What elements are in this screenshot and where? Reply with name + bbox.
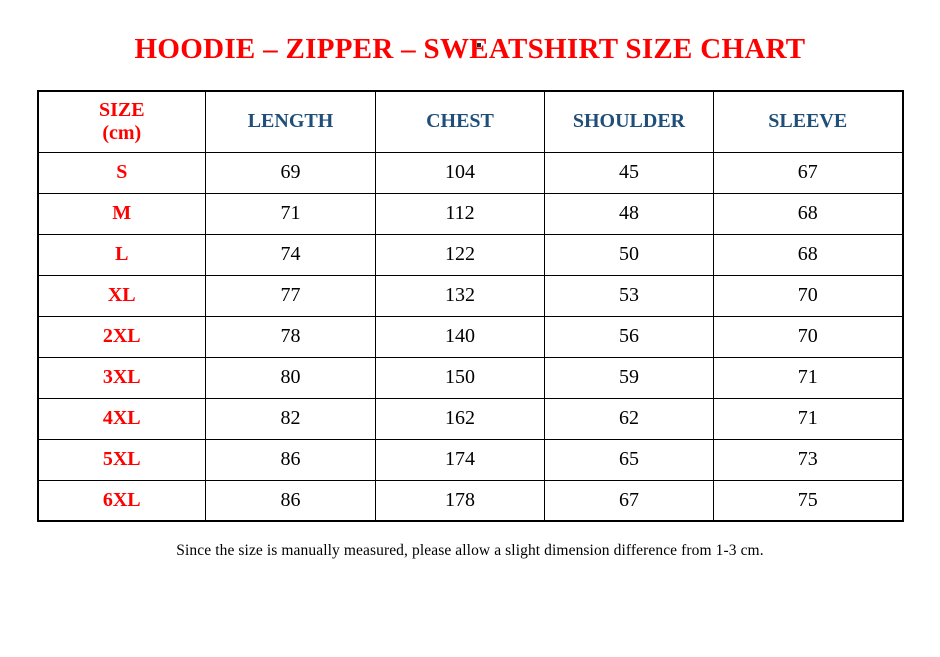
header-chest: CHEST bbox=[375, 90, 545, 153]
measurement-cell: 178 bbox=[375, 479, 545, 522]
size-chart-table: SIZE (cm) LENGTH CHEST SHOULDER SLEEVE S… bbox=[36, 89, 904, 523]
table-row: XL 77 132 53 70 bbox=[37, 274, 903, 317]
header-size-cm: SIZE (cm) bbox=[37, 90, 206, 153]
size-label-cell: S bbox=[37, 151, 206, 194]
stray-mark-dot bbox=[477, 43, 481, 47]
table-row: 6XL 86 178 67 75 bbox=[37, 479, 903, 522]
measurement-cell: 71 bbox=[713, 397, 903, 440]
measurement-cell: 67 bbox=[544, 479, 714, 522]
measurement-cell: 59 bbox=[544, 356, 714, 399]
table-row: 2XL 78 140 56 70 bbox=[37, 315, 903, 358]
measurement-cell: 150 bbox=[375, 356, 545, 399]
measurement-cell: 78 bbox=[205, 315, 376, 358]
measurement-cell: 70 bbox=[713, 274, 903, 317]
header-sleeve: SLEEVE bbox=[713, 90, 903, 153]
size-label-cell: 2XL bbox=[37, 315, 206, 358]
measurement-cell: 104 bbox=[375, 151, 545, 194]
measurement-cell: 140 bbox=[375, 315, 545, 358]
table-row: 4XL 82 162 62 71 bbox=[37, 397, 903, 440]
table-header-row: SIZE (cm) LENGTH CHEST SHOULDER SLEEVE bbox=[37, 90, 903, 153]
size-label-cell: L bbox=[37, 233, 206, 276]
table-row: M 71 112 48 68 bbox=[37, 192, 903, 235]
measurement-cell: 69 bbox=[205, 151, 376, 194]
table-row: S 69 104 45 67 bbox=[37, 151, 903, 194]
size-label-cell: 4XL bbox=[37, 397, 206, 440]
table-body: S 69 104 45 67 M 71 112 48 68 L 74 122 50 68 XL 77 132 53 7… bbox=[37, 151, 903, 522]
measurement-cell: 56 bbox=[544, 315, 714, 358]
measurement-cell: 68 bbox=[713, 192, 903, 235]
measurement-cell: 162 bbox=[375, 397, 545, 440]
header-length: LENGTH bbox=[205, 90, 376, 153]
measurement-cell: 68 bbox=[713, 233, 903, 276]
measurement-cell: 65 bbox=[544, 438, 714, 481]
table-row: L 74 122 50 68 bbox=[37, 233, 903, 276]
measurement-cell: 86 bbox=[205, 438, 376, 481]
header-size-line2: (cm) bbox=[102, 121, 142, 144]
size-label-cell: 5XL bbox=[37, 438, 206, 481]
measurement-cell: 45 bbox=[544, 151, 714, 194]
measurement-cell: 71 bbox=[713, 356, 903, 399]
measurement-cell: 71 bbox=[205, 192, 376, 235]
size-chart-page: HOODIE – ZIPPER – SWEATSHIRT SIZE CHART … bbox=[0, 33, 940, 560]
measurement-cell: 67 bbox=[713, 151, 903, 194]
size-label-cell: XL bbox=[37, 274, 206, 317]
size-label-cell: 3XL bbox=[37, 356, 206, 399]
footnote: Since the size is manually measured, ple… bbox=[176, 542, 764, 560]
size-label-cell: M bbox=[37, 192, 206, 235]
measurement-cell: 50 bbox=[544, 233, 714, 276]
measurement-cell: 74 bbox=[205, 233, 376, 276]
measurement-cell: 73 bbox=[713, 438, 903, 481]
measurement-cell: 77 bbox=[205, 274, 376, 317]
measurement-cell: 53 bbox=[544, 274, 714, 317]
measurement-cell: 112 bbox=[375, 192, 545, 235]
page-title: HOODIE – ZIPPER – SWEATSHIRT SIZE CHART bbox=[134, 33, 806, 65]
measurement-cell: 62 bbox=[544, 397, 714, 440]
measurement-cell: 132 bbox=[375, 274, 545, 317]
table-row: 5XL 86 174 65 73 bbox=[37, 438, 903, 481]
table-row: 3XL 80 150 59 71 bbox=[37, 356, 903, 399]
header-shoulder: SHOULDER bbox=[544, 90, 714, 153]
measurement-cell: 122 bbox=[375, 233, 545, 276]
header-size-line1: SIZE bbox=[98, 98, 145, 121]
measurement-cell: 70 bbox=[713, 315, 903, 358]
measurement-cell: 82 bbox=[205, 397, 376, 440]
measurement-cell: 80 bbox=[205, 356, 376, 399]
measurement-cell: 86 bbox=[205, 479, 376, 522]
size-label-cell: 6XL bbox=[37, 479, 206, 522]
measurement-cell: 75 bbox=[713, 479, 903, 522]
measurement-cell: 48 bbox=[544, 192, 714, 235]
measurement-cell: 174 bbox=[375, 438, 545, 481]
